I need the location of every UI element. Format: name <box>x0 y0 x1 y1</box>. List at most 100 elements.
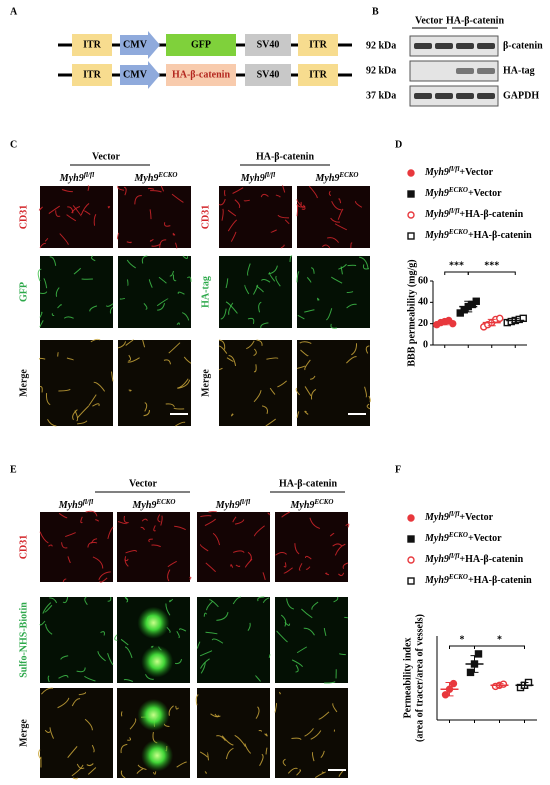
vessel <box>321 771 326 774</box>
vessel <box>39 242 46 249</box>
vessel <box>143 303 148 310</box>
vessel <box>247 317 255 325</box>
vessel <box>230 413 234 417</box>
legend-label: Myh9ECKO+Vector <box>424 186 502 200</box>
genotype-sup: fl/fl <box>449 510 460 518</box>
vessel <box>92 556 104 569</box>
vessel <box>152 771 157 775</box>
vessel <box>333 596 339 603</box>
vessel <box>257 596 265 602</box>
vessel <box>87 767 97 775</box>
vessel <box>57 304 62 309</box>
vessel <box>147 187 155 190</box>
vessel <box>176 378 189 389</box>
vessel <box>117 341 127 349</box>
tracer-blob <box>141 645 174 678</box>
gene: Myh9 <box>424 575 449 586</box>
gene: Myh9 <box>215 500 240 511</box>
vessel <box>346 356 357 364</box>
gene: Myh9 <box>424 209 449 220</box>
group-label: HA-β-catenin <box>256 151 314 162</box>
vessel <box>247 622 251 631</box>
vessel <box>124 597 129 601</box>
lane-label: Vector <box>415 15 444 26</box>
construct-element <box>72 64 112 86</box>
vessel <box>169 598 174 603</box>
vessel <box>156 298 169 307</box>
gene: Myh9 <box>424 554 449 565</box>
vessel <box>120 770 126 779</box>
vessel <box>208 510 218 513</box>
vessel <box>181 312 190 321</box>
group: +HA-β-catenin <box>468 230 532 241</box>
vessel <box>80 203 90 216</box>
vessel <box>265 418 276 427</box>
vessel <box>234 519 245 525</box>
vessel <box>114 634 118 641</box>
vessel <box>301 204 306 210</box>
vessel <box>47 675 50 683</box>
vessel <box>224 190 226 197</box>
vessel <box>311 751 315 762</box>
vessel <box>308 185 318 199</box>
data-point <box>449 679 458 688</box>
micrograph <box>40 340 113 426</box>
error-bar <box>464 300 473 313</box>
vessel <box>332 703 338 713</box>
micrograph <box>297 340 370 426</box>
vessel <box>45 393 51 406</box>
vessel <box>338 653 346 656</box>
vessel <box>295 664 299 673</box>
vessel <box>120 711 123 717</box>
vessel <box>321 244 331 249</box>
vessel <box>291 659 304 668</box>
genotype-sup: ECKO <box>338 171 358 179</box>
significance-bracket <box>474 645 525 649</box>
vessel <box>123 186 127 196</box>
vessel <box>62 578 67 583</box>
vessel <box>342 562 349 569</box>
vessel <box>281 185 286 193</box>
vessel <box>48 205 61 214</box>
vessel <box>253 348 257 357</box>
vessel <box>160 515 163 526</box>
vessel <box>125 339 134 346</box>
group: +HA-β-catenin <box>468 575 532 586</box>
vessel <box>283 567 293 574</box>
row-label: Merge <box>18 369 29 397</box>
error-bar <box>470 655 479 673</box>
vessel <box>280 244 285 249</box>
vessel <box>151 243 162 247</box>
genotype-label: Myh9fl/fl <box>215 498 250 512</box>
vessel <box>296 365 306 369</box>
vessel <box>197 641 201 649</box>
vessel <box>67 555 71 564</box>
vessel <box>143 409 150 417</box>
construct-element <box>166 34 236 56</box>
vessel <box>87 185 90 191</box>
vessel <box>200 515 212 518</box>
vessel <box>199 751 208 758</box>
data-point <box>474 650 483 658</box>
vessel <box>66 357 75 361</box>
vessel <box>212 532 221 546</box>
gene: Myh9 <box>58 500 83 511</box>
vessel <box>72 409 78 421</box>
panel-label: F <box>395 464 401 475</box>
vessel <box>368 395 371 403</box>
blot-strip <box>409 60 499 82</box>
vessel <box>117 521 128 525</box>
vessel <box>124 556 129 567</box>
blot-band <box>456 68 474 74</box>
vessel <box>296 646 308 654</box>
vessel <box>330 217 340 223</box>
blot-target: β-catenin <box>503 40 543 51</box>
vessel <box>289 255 293 262</box>
vessel <box>230 231 237 242</box>
gene: Myh9 <box>59 173 84 184</box>
row-label: CD31 <box>18 535 29 559</box>
vessel <box>305 566 311 570</box>
error-bar <box>511 317 520 324</box>
genotype-sup: ECKO <box>448 531 468 539</box>
tracer-blob <box>141 739 174 772</box>
